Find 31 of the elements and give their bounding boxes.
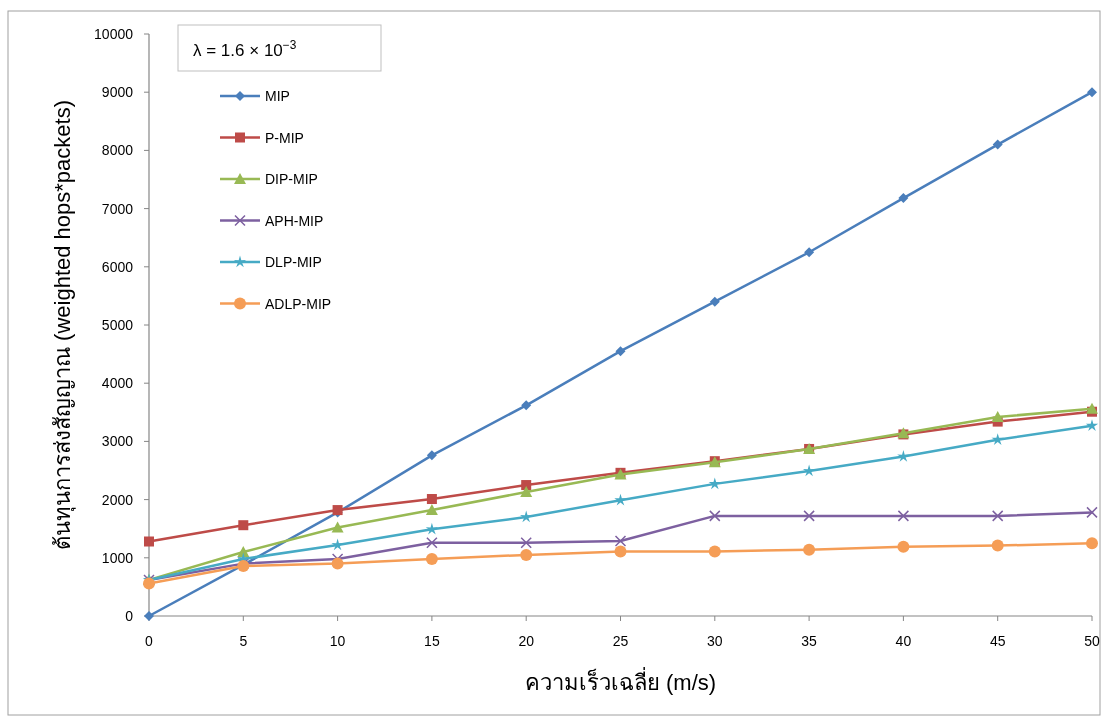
x-tick-label: 45 (989, 633, 1006, 649)
y-tick-label: 2000 (101, 491, 134, 508)
x-tick-label: 15 (424, 633, 440, 649)
legend-label: P-MIP (265, 129, 304, 146)
y-tick-label: 5000 (101, 317, 134, 333)
y-tick-label: 0 (125, 608, 134, 624)
x-tick-label: 40 (895, 633, 912, 649)
y-tick-label: 7000 (101, 200, 134, 217)
x-tick-label: 5 (239, 633, 248, 649)
x-tick-label: 25 (612, 633, 629, 649)
y-tick-label: 8000 (101, 142, 134, 159)
y-tick-label: 10000 (94, 26, 134, 42)
y-tick-label: 1000 (101, 549, 134, 566)
y-tick-label: 9000 (101, 84, 134, 101)
legend-label: DLP-MIP (265, 254, 322, 270)
x-tick-label: 20 (518, 633, 535, 649)
x-tick-label: 0 (145, 633, 154, 649)
y-tick-label: 6000 (101, 258, 134, 275)
legend-label: DIP-MIP (265, 171, 318, 187)
x-tick-label: 10 (329, 633, 346, 649)
legend-label: APH-MIP (265, 212, 324, 229)
x-tick-label: 30 (707, 633, 723, 649)
y-axis-title: ต้นทุนการส่งสัญญาณ (weighted hops*packets) (50, 99, 76, 551)
x-tick-label: 50 (1084, 633, 1100, 649)
x-tick-label: 35 (801, 633, 818, 649)
legend-label: MIP (265, 88, 290, 104)
y-tick-label: 4000 (101, 375, 134, 392)
y-tick-label: 3000 (101, 433, 134, 450)
x-axis-title: ความเร็วเฉลี่ย (m/s) (524, 667, 717, 695)
legend-label: ADLP-MIP (265, 295, 332, 312)
annotation: λ = 1.6 × 10$^{−3}$ (193, 38, 297, 60)
